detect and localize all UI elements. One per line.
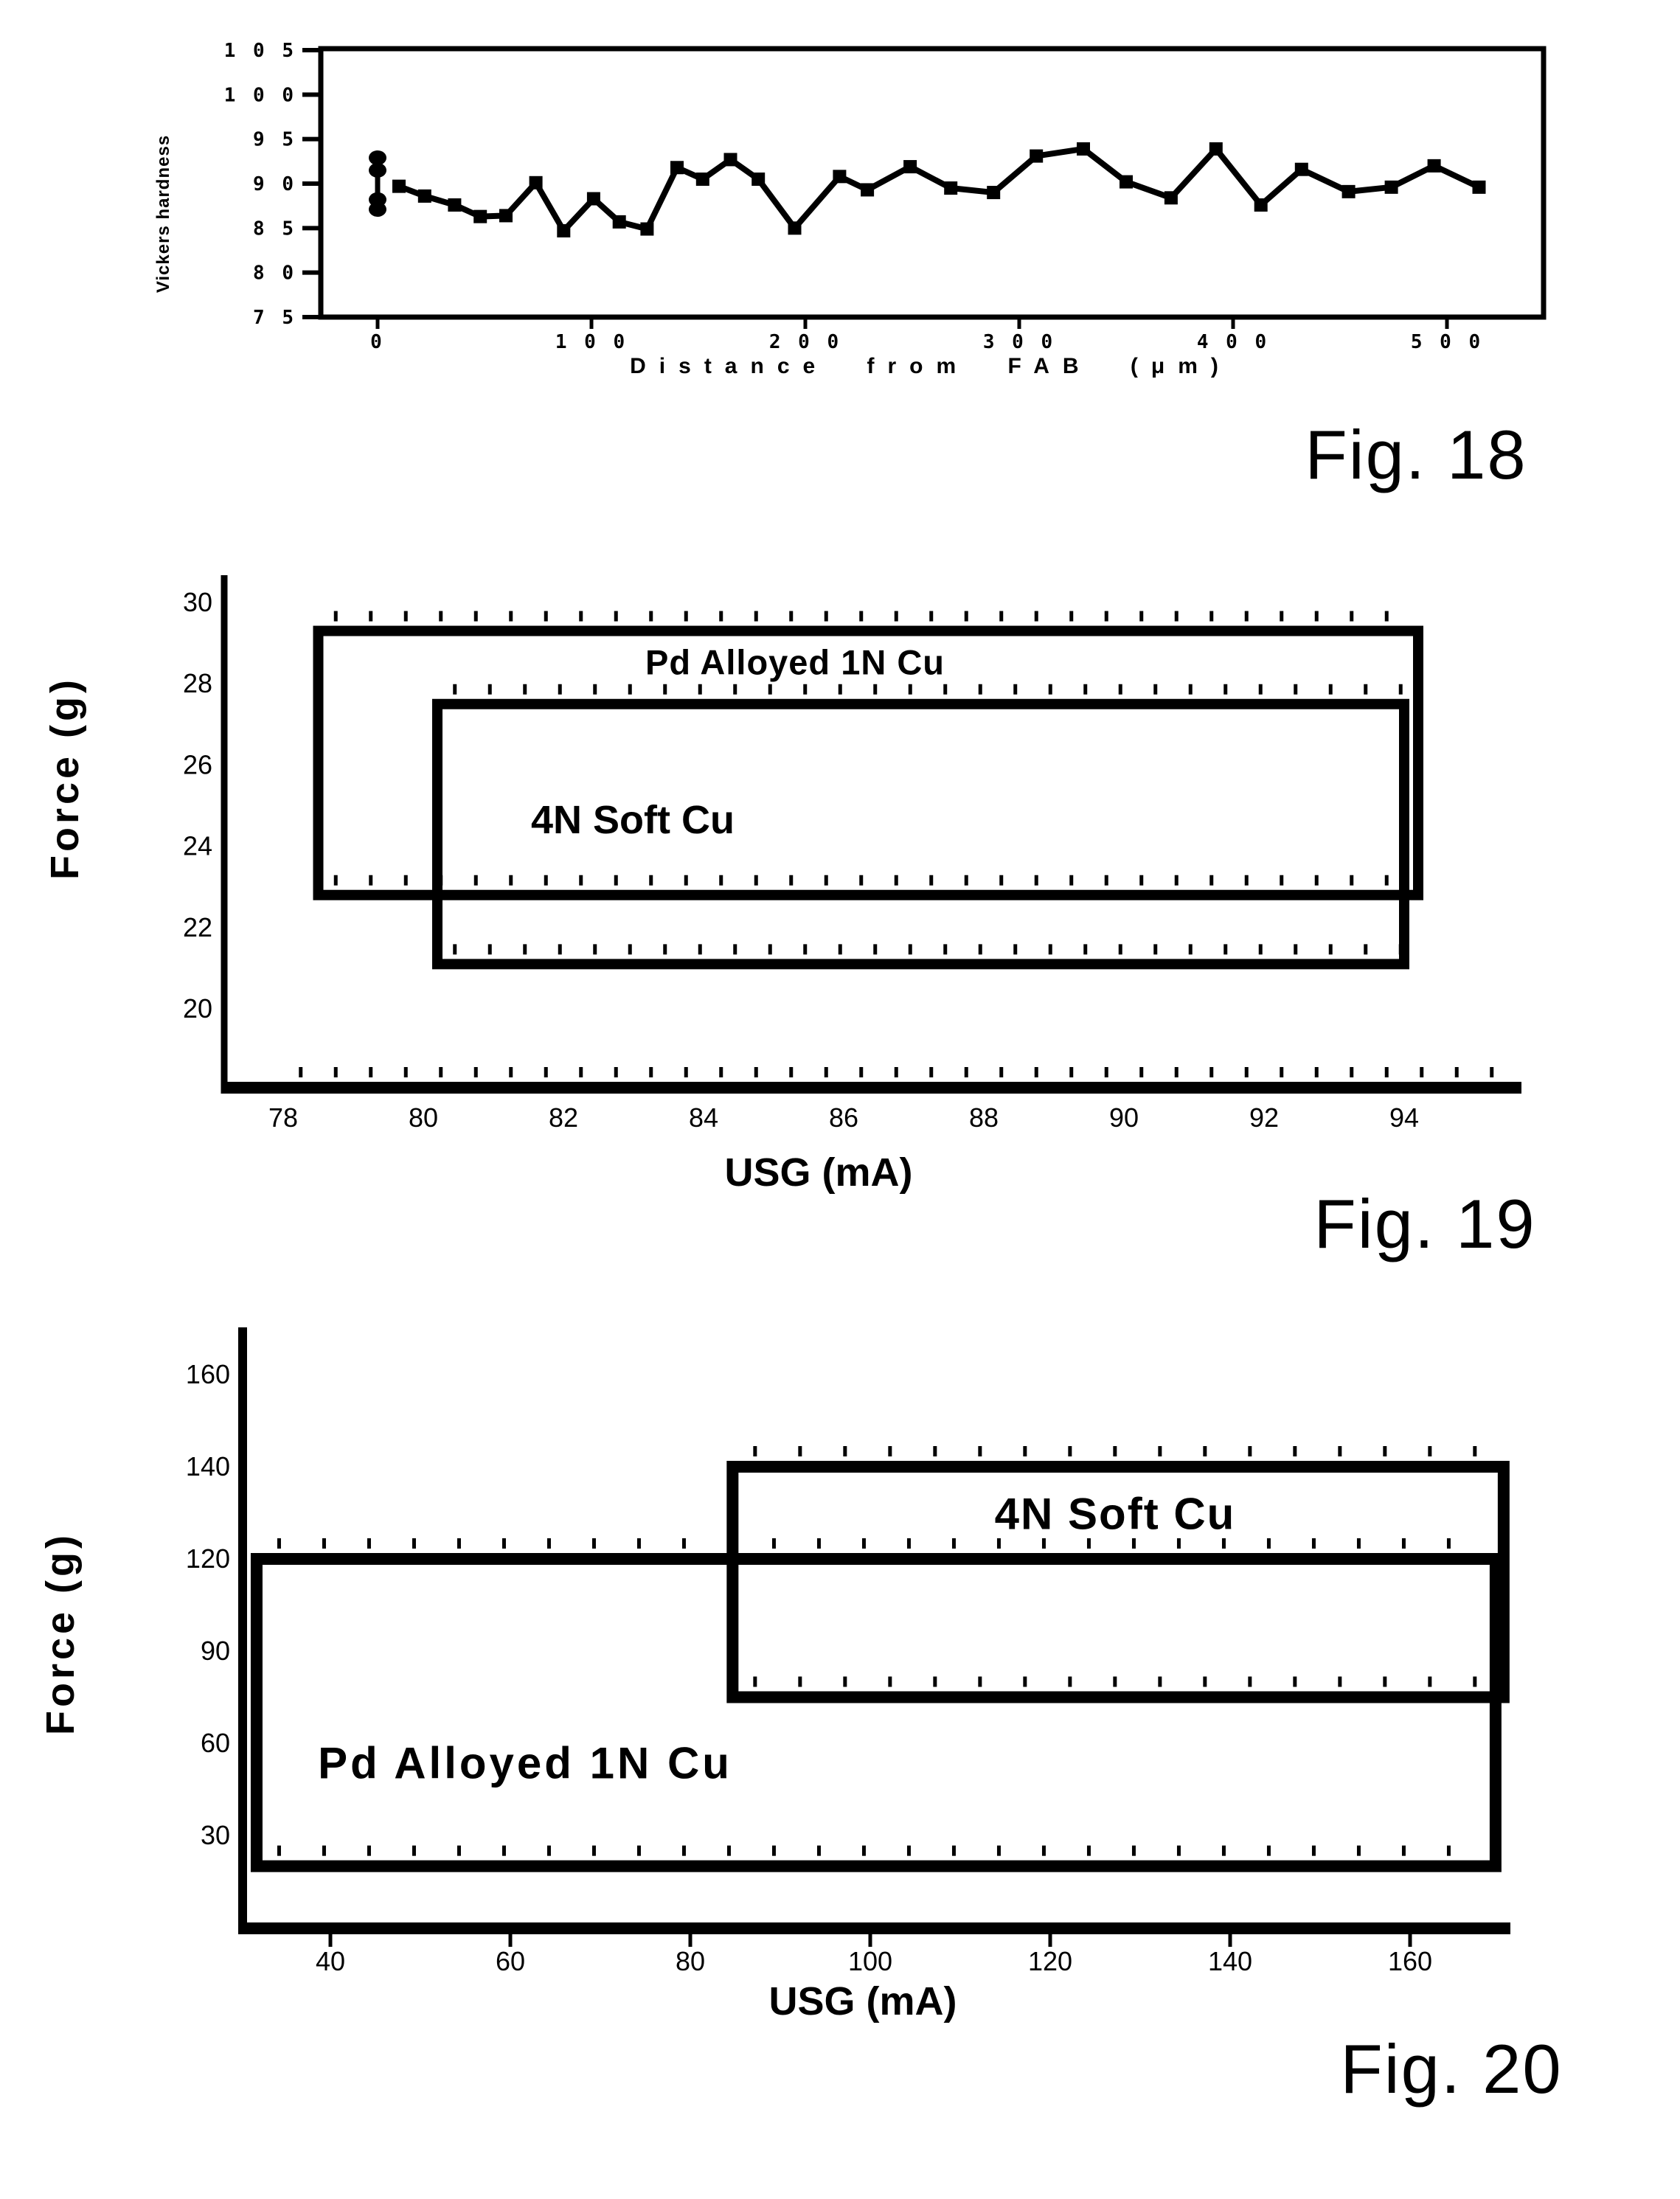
fig18-y-tick-label: 9 0 bbox=[253, 173, 296, 195]
fig18-y-tick-label: 1 0 0 bbox=[224, 84, 296, 106]
fig19-x-tick-label: 78 bbox=[268, 1102, 298, 1133]
fig18-data-marker bbox=[417, 189, 431, 203]
fig18-data-marker bbox=[752, 172, 766, 186]
fig18-y-tick-label: 8 0 bbox=[253, 263, 296, 285]
fig20-x-tick-label: 140 bbox=[1208, 1946, 1252, 1976]
fig18-data-marker bbox=[1120, 175, 1133, 189]
fig18-x-axis-title: Distance from FAB (μm) bbox=[630, 354, 1232, 378]
fig20-x-tick-label: 60 bbox=[496, 1946, 525, 1976]
fig20-y-tick-label: 90 bbox=[201, 1636, 230, 1666]
fig19-x-tick-label: 94 bbox=[1389, 1102, 1419, 1133]
fig18-data-marker bbox=[987, 186, 1001, 200]
fig19-x-tick-label: 84 bbox=[689, 1102, 718, 1133]
fig18-data-marker bbox=[1341, 184, 1356, 198]
fig18-data-marker bbox=[1030, 149, 1044, 163]
fig18-data-marker bbox=[557, 223, 571, 237]
fig19-x-tick-label: 80 bbox=[409, 1102, 438, 1133]
fig18-data-marker bbox=[586, 192, 600, 206]
fig19-y-tick-label: 28 bbox=[183, 668, 212, 698]
fig18-error-bar-marker bbox=[369, 150, 386, 165]
fig18-data-marker bbox=[612, 215, 626, 229]
fig18-data-marker bbox=[499, 209, 513, 223]
fig18-x-tick-label: 0 bbox=[370, 331, 385, 353]
fig20-x-axis-title: USG (mA) bbox=[768, 1979, 957, 2023]
fig19-x-tick-label: 90 bbox=[1109, 1102, 1139, 1133]
fig20-series-label-pd-alloyed-1n-cu: Pd Alloyed 1N Cu bbox=[318, 1738, 732, 1788]
fig18-data-marker bbox=[1472, 180, 1486, 194]
fig18-y-axis-title: Vickers hardness bbox=[153, 134, 173, 293]
fig18-data-marker bbox=[392, 179, 406, 193]
fig19-x-tick-label: 86 bbox=[829, 1102, 858, 1133]
fig19-x-tick-label: 88 bbox=[969, 1102, 999, 1133]
fig18-data-marker bbox=[1164, 191, 1178, 205]
fig18-x-tick-label: 4 0 0 bbox=[1197, 331, 1269, 353]
fig18-x-tick-label: 3 0 0 bbox=[983, 331, 1055, 353]
fig18-data-marker bbox=[1209, 142, 1223, 156]
fig18-data-marker bbox=[1077, 142, 1090, 156]
fig20-x-tick-label: 120 bbox=[1028, 1946, 1072, 1976]
fig20-y-axis-title: Force (g) bbox=[38, 1531, 83, 1736]
fig19-range-rect-pd-alloyed-1n-cu bbox=[313, 625, 1423, 900]
fig20-y-tick-label: 160 bbox=[186, 1359, 230, 1389]
fig18-x-tick-label: 5 0 0 bbox=[1411, 331, 1483, 353]
fig19-range-rect-4n-soft-cu bbox=[432, 698, 1409, 970]
fig18-error-bar-marker bbox=[369, 162, 386, 178]
fig18-error-bar-marker bbox=[369, 201, 386, 217]
fig18-data-marker bbox=[833, 170, 847, 184]
fig18-x-tick-label: 2 0 0 bbox=[769, 331, 841, 353]
fig20-y-tick-label: 120 bbox=[186, 1543, 230, 1574]
fig19-x-axis-title: USG (mA) bbox=[724, 1150, 913, 1195]
fig19-y-axis-title: Force (g) bbox=[43, 675, 87, 880]
fig19-series-label-4n-soft-cu: 4N Soft Cu bbox=[531, 798, 735, 842]
fig20-caption: Fig. 20 bbox=[1340, 2030, 1563, 2108]
fig18-data-marker bbox=[861, 183, 875, 197]
fig20-y-tick-label: 60 bbox=[201, 1728, 230, 1758]
fig20-y-tick-label: 30 bbox=[201, 1820, 230, 1850]
fig20-range-rect-4n-soft-cu bbox=[726, 1461, 1510, 1703]
fig18-data-marker bbox=[695, 172, 709, 186]
fig18-data-marker bbox=[944, 181, 958, 195]
fig18-data-marker bbox=[1384, 180, 1398, 194]
fig18-data-marker bbox=[1294, 162, 1308, 176]
fig18-data-marker bbox=[640, 222, 654, 236]
fig20-x-tick-label: 40 bbox=[316, 1946, 345, 1976]
fig20-series-label-4n-soft-cu: 4N Soft Cu bbox=[994, 1489, 1236, 1539]
fig18-data-marker bbox=[1254, 198, 1268, 212]
fig18-plot-border bbox=[318, 46, 1547, 320]
fig18-data-marker bbox=[448, 198, 462, 212]
fig19-y-tick-label: 20 bbox=[183, 993, 212, 1024]
fig18-data-marker bbox=[670, 161, 684, 175]
fig19-x-tick-label: 92 bbox=[1249, 1102, 1279, 1133]
fig19-y-tick-label: 22 bbox=[183, 912, 212, 942]
fig19-y-tick-label: 30 bbox=[183, 587, 212, 617]
fig18-y-tick-label: 9 5 bbox=[253, 129, 296, 151]
fig20-range-rect-pd-alloyed-1n-cu bbox=[250, 1553, 1502, 1872]
fig18-data-marker bbox=[788, 221, 802, 235]
fig18-data-marker bbox=[1427, 159, 1441, 173]
fig18-data-marker bbox=[903, 160, 917, 174]
fig18-y-tick-label: 8 5 bbox=[253, 218, 296, 240]
fig20-x-tick-label: 100 bbox=[848, 1946, 892, 1976]
fig18-y-tick-label: 1 0 5 bbox=[224, 40, 296, 62]
fig19-caption: Fig. 19 bbox=[1313, 1185, 1536, 1262]
fig18-data-marker bbox=[529, 176, 543, 190]
fig18-data-marker bbox=[723, 153, 737, 167]
fig19-x-tick-label: 82 bbox=[549, 1102, 578, 1133]
fig19-y-tick-label: 26 bbox=[183, 749, 212, 779]
fig18-data-marker bbox=[473, 209, 487, 223]
fig20-y-tick-label: 140 bbox=[186, 1451, 230, 1481]
fig19-y-tick-label: 24 bbox=[183, 831, 212, 861]
fig20-x-tick-label: 160 bbox=[1388, 1946, 1432, 1976]
fig18-y-tick-label: 7 5 bbox=[253, 307, 296, 329]
fig18-hardness-line bbox=[398, 145, 1481, 234]
fig18-x-tick-label: 1 0 0 bbox=[555, 331, 628, 353]
fig20-x-tick-label: 80 bbox=[676, 1946, 705, 1976]
fig18-caption: Fig. 18 bbox=[1305, 416, 1527, 493]
fig19-series-label-pd-alloyed-1n-cu: Pd Alloyed 1N Cu bbox=[645, 642, 945, 682]
